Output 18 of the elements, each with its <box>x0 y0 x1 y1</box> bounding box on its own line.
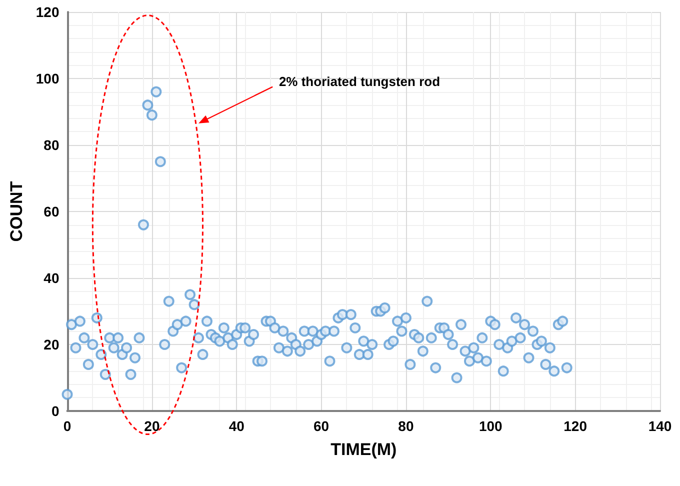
y-tick-label: 100 <box>36 70 60 86</box>
y-tick-label: 0 <box>51 403 60 419</box>
x-tick-label: 140 <box>648 418 672 434</box>
y-axis-title: COUNT <box>7 180 26 242</box>
y-tick-label: 20 <box>44 336 60 352</box>
y-tick-label: 40 <box>44 270 60 286</box>
x-tick-label: 60 <box>314 418 330 434</box>
x-tick-label: 120 <box>564 418 588 434</box>
y-tick-label: 60 <box>44 204 60 220</box>
x-tick-label: 100 <box>478 418 503 434</box>
annotation: 2% thoriated tungsten rod <box>278 74 440 90</box>
x-tick-label: 20 <box>144 418 160 434</box>
y-tick-label: 120 <box>36 4 60 20</box>
x-axis-title: TIME(M) <box>330 440 397 459</box>
x-tick-label: 0 <box>63 418 72 434</box>
x-tick-label: 80 <box>398 418 414 434</box>
x-tick-label: 40 <box>228 418 245 434</box>
y-tick-label: 80 <box>44 137 60 153</box>
